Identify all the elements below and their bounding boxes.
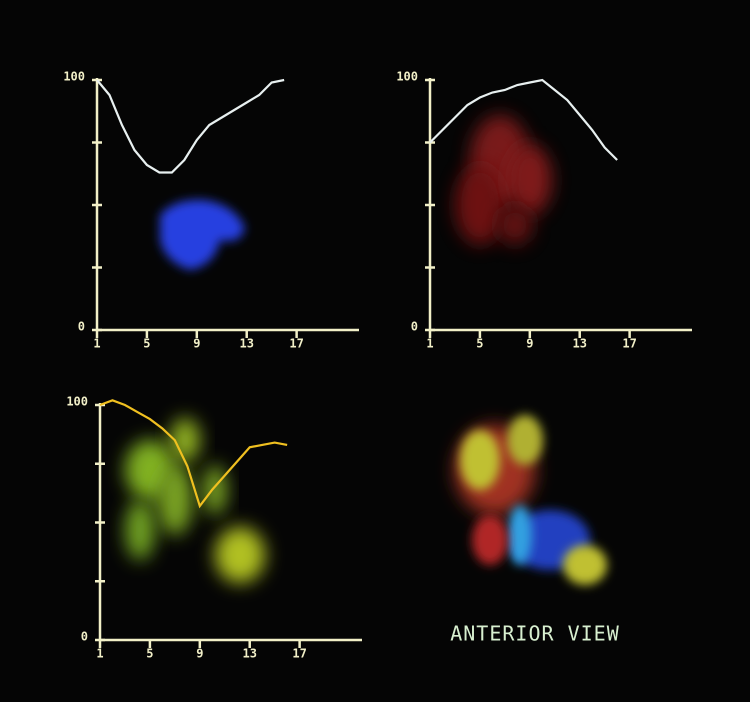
background: [0, 0, 750, 702]
scintigram: ANTERIOR VIEW 0 100 1 5 9 13 17 0 100 1 5 9 13 17 0 100…: [0, 0, 753, 713]
x-tick-label: 1: [426, 337, 433, 351]
x-tick-label: 9: [196, 647, 203, 661]
caption: ANTERIOR VIEW: [450, 622, 620, 646]
page: {"chart_data": [ {"type": "line", "x": […: [0, 0, 753, 713]
x-tick-label: 1: [96, 647, 103, 661]
x-tick-label: 17: [289, 337, 303, 351]
y-tick-label: 0: [78, 320, 85, 334]
x-tick-label: 17: [292, 647, 306, 661]
y-tick-label: 100: [63, 70, 85, 84]
y-tick-label: 0: [81, 630, 88, 644]
x-tick-label: 17: [622, 337, 636, 351]
x-tick-label: 13: [239, 337, 253, 351]
x-tick-label: 13: [572, 337, 586, 351]
y-tick-label: 0: [411, 320, 418, 334]
x-tick-label: 5: [146, 647, 153, 661]
x-tick-label: 1: [93, 337, 100, 351]
y-tick-label: 100: [396, 70, 418, 84]
x-tick-label: 13: [242, 647, 256, 661]
x-tick-label: 9: [526, 337, 533, 351]
x-tick-label: 5: [476, 337, 483, 351]
y-tick-label: 100: [66, 395, 88, 409]
x-tick-label: 5: [143, 337, 150, 351]
x-tick-label: 9: [193, 337, 200, 351]
